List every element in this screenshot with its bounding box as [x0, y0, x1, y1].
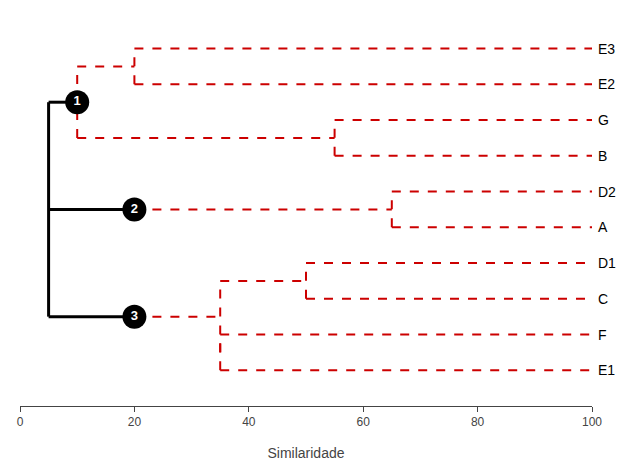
- svg-text:40: 40: [242, 415, 256, 429]
- svg-text:A: A: [598, 219, 608, 235]
- svg-text:E2: E2: [598, 76, 615, 92]
- svg-text:20: 20: [128, 415, 142, 429]
- svg-text:80: 80: [471, 415, 485, 429]
- svg-text:Similaridade: Similaridade: [267, 445, 344, 461]
- svg-text:E1: E1: [598, 362, 615, 378]
- svg-text:1: 1: [74, 93, 81, 108]
- svg-text:60: 60: [357, 415, 371, 429]
- svg-text:E3: E3: [598, 41, 615, 57]
- svg-text:D2: D2: [598, 184, 616, 200]
- svg-text:F: F: [598, 327, 607, 343]
- svg-text:C: C: [598, 291, 608, 307]
- svg-text:100: 100: [582, 415, 602, 429]
- svg-text:D1: D1: [598, 255, 616, 271]
- svg-text:G: G: [598, 112, 609, 128]
- svg-text:0: 0: [17, 415, 24, 429]
- svg-text:3: 3: [131, 308, 138, 323]
- svg-text:2: 2: [131, 201, 138, 216]
- svg-text:B: B: [598, 148, 607, 164]
